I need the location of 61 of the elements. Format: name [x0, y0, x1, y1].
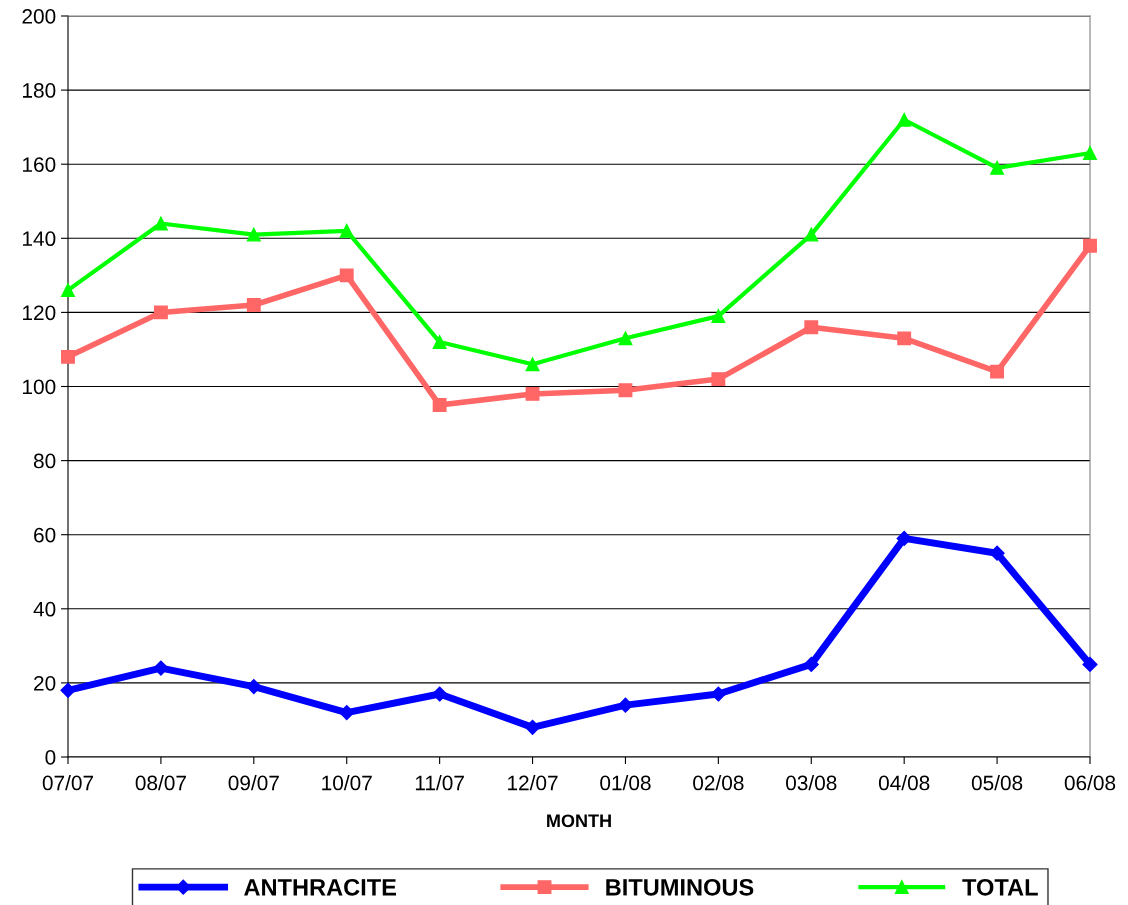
point	[618, 331, 633, 346]
point	[61, 349, 75, 364]
point	[246, 679, 262, 695]
legend-label: ANTHRACITE	[244, 878, 397, 896]
x-tick-label: 03/08	[786, 775, 837, 791]
x-tick-label: 09/07	[228, 775, 279, 791]
point	[1083, 238, 1097, 253]
x-tick-label: 07/07	[42, 775, 94, 791]
point	[153, 660, 169, 676]
x-tick-label: 06/08	[1064, 775, 1116, 791]
point	[432, 335, 447, 349]
y-tick-label: 60	[34, 527, 56, 543]
y-tick-label: 0	[45, 750, 56, 765]
y-tick-label: 200	[22, 9, 56, 24]
point	[989, 545, 1005, 561]
x-tick-label: 02/08	[693, 775, 744, 791]
x-tick-label: 10/07	[322, 775, 372, 791]
x-tick-label: 12/07	[508, 775, 558, 791]
point	[804, 227, 819, 242]
point	[897, 331, 912, 346]
y-tick-label: 160	[23, 157, 56, 172]
point	[153, 216, 168, 231]
point	[339, 704, 355, 721]
point	[246, 298, 261, 312]
point	[432, 686, 448, 702]
legend-label: TOTAL	[962, 878, 1038, 896]
y-tick-label: 80	[33, 453, 56, 469]
y-tick-label: 120	[23, 305, 56, 321]
point	[990, 364, 1005, 379]
y-tick-label: 180	[23, 83, 56, 98]
point	[153, 305, 168, 320]
point	[897, 112, 912, 127]
point	[60, 682, 76, 698]
x-tick-label: 05/08	[971, 775, 1023, 791]
legend-label: BITUMINOUS	[606, 878, 754, 896]
point	[339, 223, 354, 238]
y-tick-label: 40	[33, 601, 56, 617]
point	[432, 398, 447, 412]
x-tick-label: 01/08	[600, 775, 651, 791]
x-tick-label: 08/07	[135, 775, 186, 791]
point	[61, 283, 75, 298]
y-tick-label: 20	[34, 675, 56, 691]
point	[804, 320, 819, 335]
point	[711, 372, 726, 387]
x-axis-title: MONTH	[547, 814, 611, 828]
point	[711, 309, 726, 324]
point	[1083, 146, 1097, 161]
point	[1082, 656, 1098, 672]
point	[990, 160, 1005, 175]
y-tick-label: 100	[23, 379, 56, 395]
point	[339, 268, 354, 283]
y-tick-label: 140	[23, 231, 56, 247]
point	[246, 227, 261, 242]
point	[525, 386, 540, 401]
point	[525, 357, 540, 372]
x-tick-label: 11/07	[415, 775, 464, 791]
point	[618, 383, 633, 398]
x-tick-label: 04/08	[878, 775, 930, 791]
point	[803, 656, 819, 672]
point	[524, 719, 541, 735]
point	[896, 530, 912, 546]
